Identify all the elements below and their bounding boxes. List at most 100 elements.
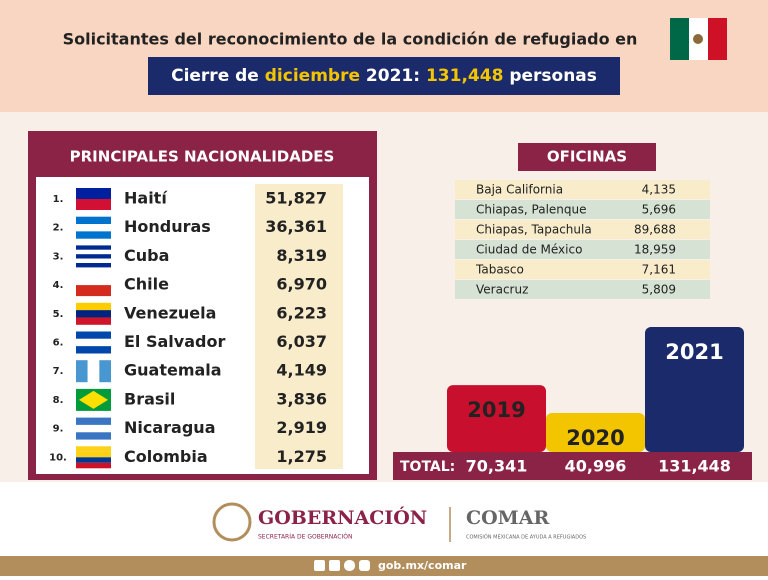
office-count: 4,135 <box>642 183 676 197</box>
office-name: Chiapas, Palenque <box>476 203 587 217</box>
country: Honduras <box>124 217 211 236</box>
off-rows: Baja California 4,135 Chiapas, Palenque 5,6… <box>455 180 710 299</box>
office-name: Chiapas, Tapachula <box>476 223 592 237</box>
off-title: OFICINAS <box>547 148 627 166</box>
subtitle: Cierre de diciembre 2021: 131,448 person… <box>171 66 597 86</box>
count: 1,275 <box>276 447 327 466</box>
bar-category: 2021 <box>665 340 723 364</box>
flag-stripe <box>76 457 111 463</box>
office-name: Veracruz <box>476 283 528 297</box>
flag-stripe <box>76 451 111 458</box>
country: El Salvador <box>124 332 225 351</box>
office-name: Ciudad de México <box>476 243 582 257</box>
flag-stripe <box>76 216 111 225</box>
agency-sub: COMISIÓN MEXICANA DE AYUDA A REFUGIADOS <box>466 534 586 541</box>
flag <box>76 331 111 354</box>
flag-stripe <box>76 263 111 268</box>
count: 8,319 <box>276 246 327 265</box>
subtitle-part: 131,448 <box>426 66 503 86</box>
flag-stripe <box>76 424 111 433</box>
rank: 2. <box>53 223 64 234</box>
bar-value-label: 70,341 <box>466 457 528 476</box>
flag <box>76 302 111 325</box>
social-icons <box>314 560 370 571</box>
flag-stripe <box>76 317 111 325</box>
total-label: TOTAL: <box>400 459 455 475</box>
org: GOBERNACIÓN <box>258 506 427 529</box>
flag-stripe <box>76 245 111 250</box>
country: Colombia <box>124 447 208 466</box>
rank: 3. <box>53 251 64 262</box>
flag-stripe <box>76 274 111 286</box>
flag <box>76 245 111 268</box>
office-count: 7,161 <box>642 263 676 277</box>
mexico-flag <box>670 18 727 60</box>
flag <box>76 388 111 411</box>
count: 36,361 <box>265 217 327 236</box>
flag <box>76 216 111 239</box>
title: Solicitantes del reconocimiento de la co… <box>63 30 638 49</box>
flag <box>76 446 111 469</box>
office-row <box>455 220 710 239</box>
country: Nicaragua <box>124 418 215 437</box>
office-count: 5,809 <box>642 283 676 297</box>
count: 51,827 <box>265 189 327 208</box>
bar-chart: TOTAL: 2019 70,341 2020 40,996 2021 131,448 <box>393 327 752 480</box>
rank: 10. <box>49 452 67 463</box>
flag-stripe <box>76 188 111 199</box>
flag <box>76 274 111 297</box>
flag-stripe <box>76 446 111 452</box>
subtitle-part: diciembre <box>265 66 360 86</box>
flag-stripe <box>76 254 111 259</box>
flag-stripe <box>76 310 111 318</box>
nat-rows: 1. Haití 51,827 2. Honduras 36,361 3. Cuba 8,319… <box>49 188 327 469</box>
office-row <box>455 280 710 299</box>
rank: 5. <box>53 309 64 320</box>
flag-stripe <box>87 360 100 383</box>
flag-stripe <box>76 462 111 469</box>
office-count: 5,696 <box>642 203 676 217</box>
flag-detail <box>79 390 108 409</box>
org-sub: SECRETARÍA DE GOBERNACIÓN <box>258 534 352 541</box>
office-row <box>455 240 710 259</box>
flag-stripe <box>76 285 111 297</box>
bar <box>546 413 645 452</box>
count: 6,223 <box>276 303 327 322</box>
country: Venezuela <box>124 303 216 322</box>
office-count: 89,688 <box>634 223 676 237</box>
url: gob.mx/comar <box>378 559 467 572</box>
nat-title: PRINCIPALES NACIONALIDADES <box>70 148 335 166</box>
flag <box>76 188 111 210</box>
subtitle-box <box>148 57 620 95</box>
count: 3,836 <box>276 389 327 408</box>
office-row <box>455 180 710 199</box>
off-title-box <box>518 143 656 171</box>
bar-category: 2020 <box>566 426 624 450</box>
flag-stripe <box>76 302 111 311</box>
count: 2,919 <box>276 418 327 437</box>
flag-stripe <box>76 346 111 354</box>
count: 6,970 <box>276 275 327 294</box>
bar-value-label: 131,448 <box>658 457 731 476</box>
office-count: 18,959 <box>634 243 676 257</box>
rank: 1. <box>53 194 64 205</box>
flag-stripe <box>76 231 111 239</box>
flag-stripe <box>76 432 111 440</box>
footer-bg <box>0 482 768 556</box>
rank: 6. <box>53 338 64 349</box>
office-name: Baja California <box>476 183 563 197</box>
total-band <box>393 452 752 480</box>
subtitle-part: 2021: <box>366 66 420 86</box>
header-bg <box>0 0 768 112</box>
count: 4,149 <box>276 361 327 380</box>
country: Cuba <box>124 246 169 265</box>
rank: 7. <box>53 366 64 377</box>
flag-stripe <box>76 224 111 232</box>
flag-stripe <box>76 249 111 255</box>
rank: 8. <box>53 395 64 406</box>
flag-stripe <box>76 338 111 347</box>
flag-stripe <box>99 360 111 383</box>
footer-logos: GOBERNACIÓN SECRETARÍA DE GOBERNACIÓN CO… <box>212 502 586 542</box>
subtitle-part: personas <box>509 66 597 86</box>
